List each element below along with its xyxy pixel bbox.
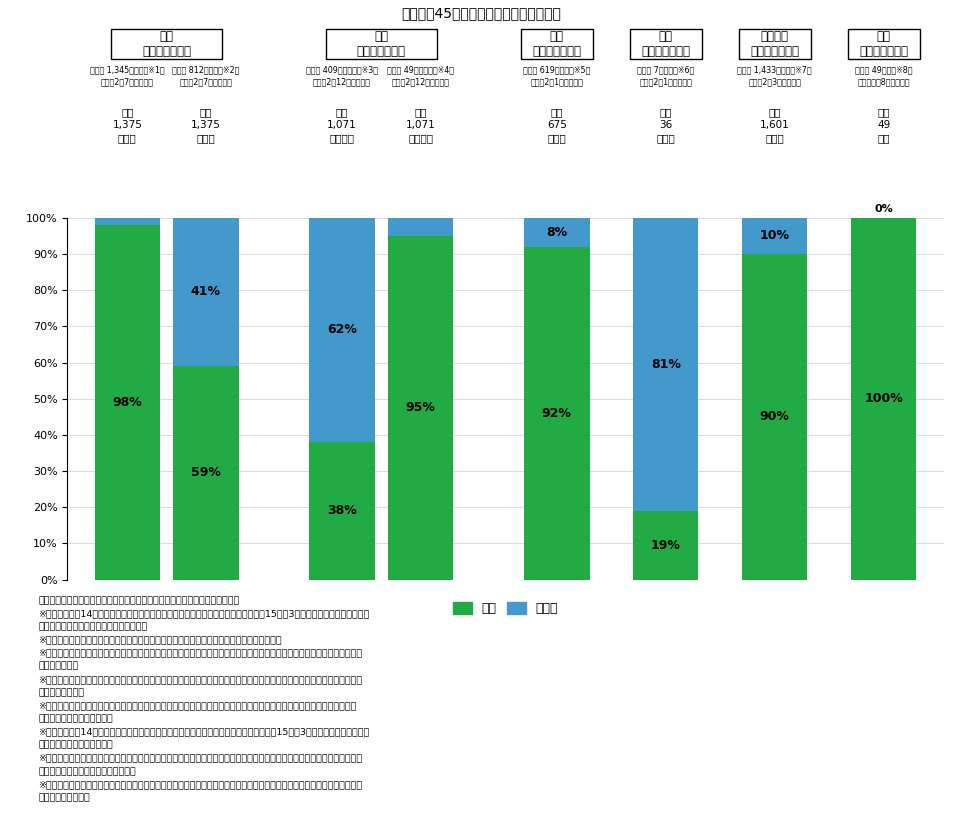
Legend: 公表, 未公表: 公表, 未公表 [448, 598, 563, 621]
Bar [633, 218, 698, 510]
Text: 95%: 95% [405, 401, 435, 414]
Text: 洪水
ハザードマップ: 洪水 ハザードマップ [143, 30, 191, 58]
Text: 対象
1,375
市町村: 対象 1,375 市町村 [113, 107, 143, 143]
Text: 対象
36
市町村: 対象 36 市町村 [657, 107, 675, 143]
Text: ※６　水防法第14条の三に基づき高潮浸水想定区域が指定された市町村のうち、水防法第15条第3項に基づきハザードマッ: ※６ 水防法第14条の三に基づき高潮浸水想定区域が指定された市町村のうち、水防法… [39, 727, 370, 737]
Text: プを公表済みの市町村: プを公表済みの市町村 [39, 741, 114, 750]
Text: 92%: 92% [542, 407, 572, 420]
Text: ※２　想定最大規模降雨に対応した洪水ハザードマップを公表済みの市町村（特別区を含む）: ※２ 想定最大規模降雨に対応した洪水ハザードマップを公表済みの市町村（特別区を含… [39, 635, 282, 644]
Text: 10%: 10% [760, 229, 790, 242]
Bar [173, 218, 239, 366]
Text: 19%: 19% [651, 538, 681, 552]
Text: の市区町村: の市区町村 [39, 688, 85, 697]
Text: 90%: 90% [760, 410, 790, 423]
Text: 公表済 1,345市町村（※1）
（令和2年7月末現在）: 公表済 1,345市町村（※1） （令和2年7月末現在） [91, 66, 165, 85]
Text: 対象
1,071
市区町村: 対象 1,071 市区町村 [327, 107, 357, 143]
Text: 出典：国土交通省の資料より内閣府作成（火山ハザードマップは内閣府資料）: 出典：国土交通省の資料より内閣府作成（火山ハザードマップは内閣府資料） [39, 596, 240, 605]
Text: 公表済 49火山（※8）
（令和元年8月末現在）: 公表済 49火山（※8） （令和元年8月末現在） [855, 66, 913, 85]
Text: 津波
ハザードマップ: 津波 ハザードマップ [533, 30, 582, 58]
Text: 表済みの火山: 表済みの火山 [39, 793, 91, 802]
Text: 81%: 81% [651, 358, 681, 371]
Text: 0%: 0% [874, 204, 893, 215]
Text: 公表済 619市町村（※5）
（令和2年1月末現在）: 公表済 619市町村（※5） （令和2年1月末現在） [523, 66, 590, 85]
Text: ※１　水防法第14条に基づき洪水浸水想定区域が指定された市町村のうち、水防法第15条第3項に基づきハザードマップを: ※１ 水防法第14条に基づき洪水浸水想定区域が指定された市町村のうち、水防法第1… [39, 609, 370, 618]
Text: ※７　土砂災害警戒区域を指定、又は指定予定の市町村のうち、土砂災害防止法第８条第３項に基づく、ハザードマップ公表: ※７ 土砂災害警戒区域を指定、又は指定予定の市町村のうち、土砂災害防止法第８条第… [39, 754, 363, 763]
Bar [524, 247, 589, 580]
Text: 土砂災害
ハザードマップ: 土砂災害 ハザードマップ [750, 30, 799, 58]
Text: 公表済 812市町村（※2）
（令和2年7月末現在）: 公表済 812市町村（※2） （令和2年7月末現在） [172, 66, 240, 85]
Bar [94, 218, 160, 225]
Bar [388, 236, 454, 580]
Bar [388, 218, 454, 236]
Bar [309, 442, 375, 580]
Bar [524, 218, 589, 247]
Text: 高潮
ハザードマップ: 高潮 ハザードマップ [641, 30, 690, 58]
Text: 火山
ハザードマップ: 火山 ハザードマップ [859, 30, 908, 58]
Bar [851, 218, 917, 580]
Text: 41%: 41% [191, 285, 221, 298]
Text: 済みの市町村（特別区を含む）: 済みの市町村（特別区を含む） [39, 767, 137, 776]
Text: ※３　下水道による浸水対策が実施されている市区町村のうち、既往最大降雨等に対応した内水ハザードマップ等公表済みの: ※３ 下水道による浸水対策が実施されている市区町村のうち、既往最大降雨等に対応し… [39, 649, 363, 658]
Text: 38%: 38% [327, 504, 357, 517]
Bar [742, 254, 808, 580]
Text: 内水
ハザードマップ: 内水 ハザードマップ [357, 30, 405, 58]
Text: 対象
675
市町村: 対象 675 市町村 [547, 107, 567, 143]
Text: 100%: 100% [865, 392, 903, 405]
Text: 8%: 8% [546, 226, 567, 239]
Text: ※５　沿岸市町村及び津波防災地域づくり法第８条に基づく津波浸水想定に含まれる内陸市町村のうち、津波ハザードマッ: ※５ 沿岸市町村及び津波防災地域づくり法第８条に基づく津波浸水想定に含まれる内陸… [39, 701, 357, 710]
Text: ※８　活火山法第４条に基づき火山防災協議会が設置された火山のうち、協議事項として定められた火山ハザードマップが公: ※８ 活火山法第４条に基づき火山防災協議会が設置された火山のうち、協議事項として… [39, 780, 363, 789]
Bar [633, 510, 698, 580]
Text: 98%: 98% [113, 395, 143, 409]
Text: 附属資料45　ハザードマップの整備状況: 附属資料45 ハザードマップの整備状況 [402, 6, 561, 20]
Bar [173, 366, 239, 580]
Text: 公表済みの市町村（特別区を含む）: 公表済みの市町村（特別区を含む） [39, 622, 147, 631]
Bar [309, 218, 375, 442]
Bar [94, 225, 160, 580]
Text: 対象
49
火山: 対象 49 火山 [877, 107, 891, 143]
Text: 62%: 62% [327, 323, 357, 336]
Bar [742, 218, 808, 254]
Text: 対象
1,071
市区町村: 対象 1,071 市区町村 [405, 107, 435, 143]
Text: 公表済 1,433市町村（※7）
（令和2年3月末現在）: 公表済 1,433市町村（※7） （令和2年3月末現在） [738, 66, 812, 85]
Text: 公表済 7市町村（※6）
（令和2年1月末現在）: 公表済 7市町村（※6） （令和2年1月末現在） [638, 66, 694, 85]
Text: 対象
1,375
市町村: 対象 1,375 市町村 [191, 107, 221, 143]
Text: 公表済 409市区町村（※3）
（令和2年12月末現在）: 公表済 409市区町村（※3） （令和2年12月末現在） [306, 66, 378, 85]
Text: 対象
1,601
市町村: 対象 1,601 市町村 [760, 107, 790, 143]
Text: ※４　下水道による浸水対策が実施されている市区町村のうち、想定最大規模降雨に対応した内水ハザードマップ等公表済み: ※４ 下水道による浸水対策が実施されている市区町村のうち、想定最大規模降雨に対応… [39, 675, 363, 684]
Text: プを公表済みの市町村: プを公表済みの市町村 [39, 714, 114, 723]
Text: 公表済 49市区町村（※4）
（令和2年12月末現在）: 公表済 49市区町村（※4） （令和2年12月末現在） [387, 66, 455, 85]
Text: 市区町村: 市区町村 [39, 662, 79, 671]
Text: 59%: 59% [191, 466, 221, 479]
